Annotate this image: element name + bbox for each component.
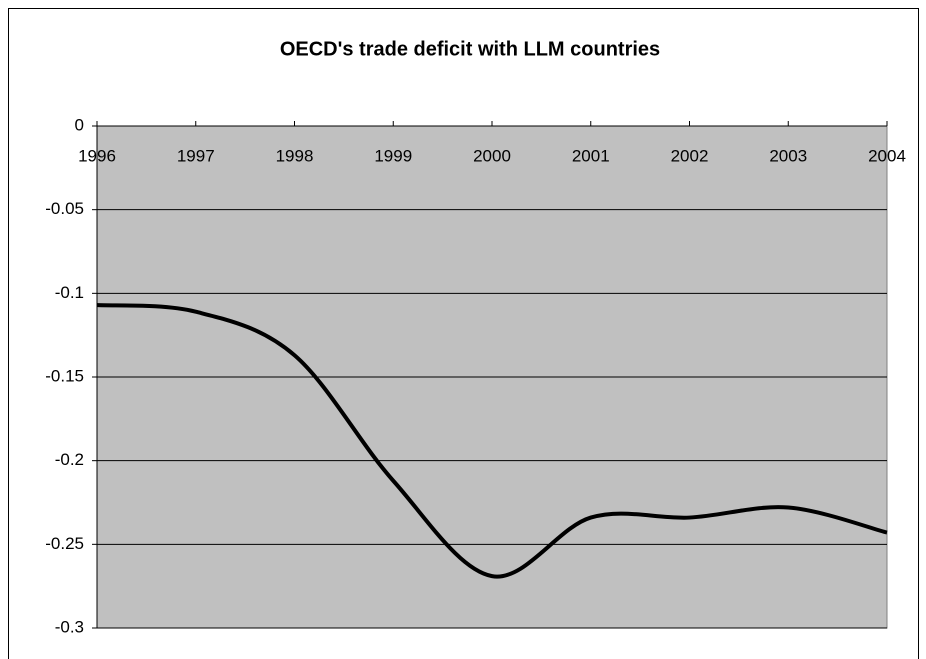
data-line: [96, 303, 888, 579]
x-tick-label: 2002: [671, 146, 709, 165]
x-tick-label: 2001: [572, 146, 610, 165]
chart-title: OECD's trade deficit with LLM countries: [280, 38, 660, 60]
y-tick-label: 0: [75, 115, 84, 134]
x-tick-label: 1999: [374, 146, 412, 165]
x-tick-label: 2004: [868, 146, 906, 165]
y-tick-label: -0.1: [55, 283, 84, 302]
y-tick-label: -0.05: [45, 199, 84, 218]
y-tick-label: -0.2: [55, 450, 84, 469]
y-tick-label: -0.25: [45, 534, 84, 553]
x-tick-label: 2000: [473, 146, 511, 165]
x-tick-label: 1997: [177, 146, 215, 165]
y-tick-label: -0.3: [55, 617, 84, 636]
x-tick-label: 1998: [276, 146, 314, 165]
x-tick-label: 1996: [78, 146, 116, 165]
x-tick-label: 2003: [769, 146, 807, 165]
y-tick-label: -0.15: [45, 366, 84, 385]
